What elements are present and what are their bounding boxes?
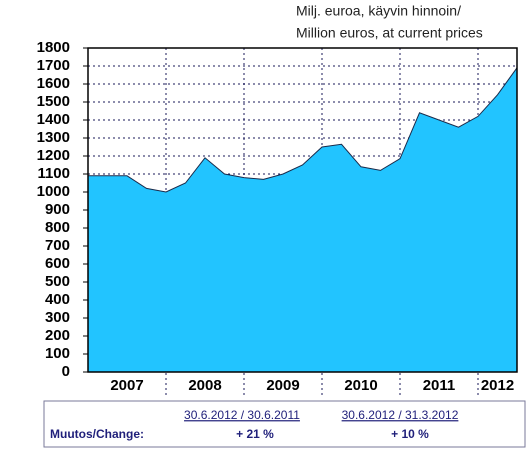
table-header: 30.6.2012 / 31.3.2012 [342,408,459,422]
y-tick-label: 200 [45,327,70,344]
y-tick-label: 1300 [37,129,70,146]
table-row-label: Muutos/Change: [50,427,144,441]
y-tick-label: 1700 [37,57,70,74]
x-tick-label: 2012 [481,377,514,394]
table-value: + 10 % [391,427,429,441]
x-tick-label: 2008 [188,377,221,394]
y-tick-label: 1000 [37,183,70,200]
y-tick-label: 1800 [37,39,70,56]
x-tick-label: 2011 [423,377,456,394]
y-tick-label: 0 [62,363,70,380]
y-tick-label: 900 [45,201,70,218]
table-header: 30.6.2012 / 30.6.2011 [184,408,300,422]
x-tick-label: 2007 [110,377,143,394]
plot-border [87,47,518,373]
x-tick-label: 2009 [266,377,299,394]
y-tick-label: 1600 [37,75,70,92]
y-tick-label: 1100 [37,165,70,182]
area [87,66,518,373]
table-box [43,400,526,448]
y-tick-label: 700 [45,237,70,254]
y-tick-label: 1200 [37,147,70,164]
y-tick-label: 1500 [37,93,70,110]
y-tick-label: 1400 [37,111,70,128]
y-tick-label: 500 [45,273,70,290]
y-tick-label: 800 [45,219,70,236]
y-tick-label: 400 [45,291,70,308]
y-tick-label: 300 [45,309,70,326]
y-tick-label: 600 [45,255,70,272]
unit-label: Million euros, at current prices [296,25,483,41]
unit-label: Milj. euroa, käyvin hinnoin/ [296,3,461,19]
x-tick-label: 2010 [344,377,377,394]
y-tick-label: 100 [45,345,70,362]
table-value: + 21 % [236,427,274,441]
